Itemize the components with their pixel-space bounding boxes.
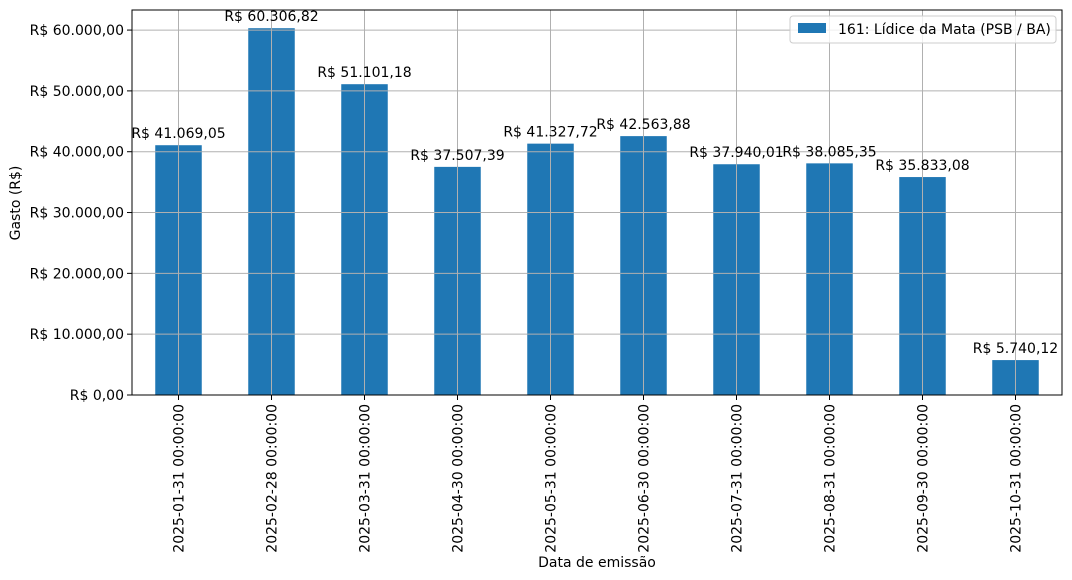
data-labels: R$ 41.069,05 R$ 60.306,82 R$ 51.101,18 R$ 3… — [131, 9, 1058, 357]
x-tick-label: 2025-09-30 00:00:00 — [916, 404, 932, 553]
data-label: R$ 60.306,82 — [224, 9, 318, 25]
bars — [155, 28, 1039, 396]
y-tick-label: R$ 30.000,00 — [30, 206, 124, 222]
data-label: R$ 35.833,08 — [875, 158, 969, 174]
x-tick-label: 2025-03-31 00:00:00 — [358, 404, 374, 553]
x-tick-label: 2025-02-28 00:00:00 — [265, 404, 281, 553]
plot-frame — [131, 9, 1063, 396]
legend-swatch — [798, 23, 826, 33]
axes-frame — [131, 9, 1063, 396]
data-label: R$ 42.563,88 — [596, 117, 690, 133]
data-label: R$ 37.940,01 — [689, 145, 783, 161]
data-label: R$ 41.327,72 — [503, 125, 597, 141]
data-label: R$ 5.740,12 — [973, 341, 1058, 357]
x-tick-label: 2025-01-31 00:00:00 — [172, 404, 188, 553]
x-tick-label: 2025-07-31 00:00:00 — [730, 404, 746, 553]
x-tick-label: 2025-04-30 00:00:00 — [451, 404, 467, 553]
legend-box — [789, 15, 1057, 44]
x-axis-ticks: 2025-01-31 00:00:00 2025-02-28 00:00:00 20… — [172, 395, 1025, 553]
data-label: R$ 38.085,35 — [782, 144, 876, 160]
y-tick-label: R$ 0,00 — [70, 388, 124, 404]
y-axis-title: Gasto (R$) — [8, 166, 24, 241]
x-axis-title: Data de emissão — [538, 555, 656, 571]
data-label: R$ 37.507,39 — [410, 148, 504, 164]
y-tick-label: R$ 10.000,00 — [30, 327, 124, 343]
x-tick-label: 2025-10-31 00:00:00 — [1009, 404, 1025, 553]
x-tick-label: 2025-05-31 00:00:00 — [544, 404, 560, 553]
x-tick-label: 2025-06-30 00:00:00 — [637, 404, 653, 553]
y-axis-ticks: R$ 0,00 R$ 10.000,00 R$ 20.000,00 R$ 30.000… — [30, 23, 132, 404]
data-label: R$ 51.101,18 — [317, 65, 411, 81]
y-tick-label: R$ 40.000,00 — [30, 145, 124, 161]
data-label: R$ 41.069,05 — [131, 126, 225, 142]
y-tick-label: R$ 50.000,00 — [30, 84, 124, 100]
legend: 161: Lídice da Mata (PSB / BA) — [789, 15, 1057, 44]
y-tick-label: R$ 60.000,00 — [30, 23, 124, 39]
legend-label: 161: Lídice da Mata (PSB / BA) — [838, 22, 1051, 38]
x-tick-label: 2025-08-31 00:00:00 — [823, 404, 839, 553]
y-tick-label: R$ 20.000,00 — [30, 266, 124, 282]
